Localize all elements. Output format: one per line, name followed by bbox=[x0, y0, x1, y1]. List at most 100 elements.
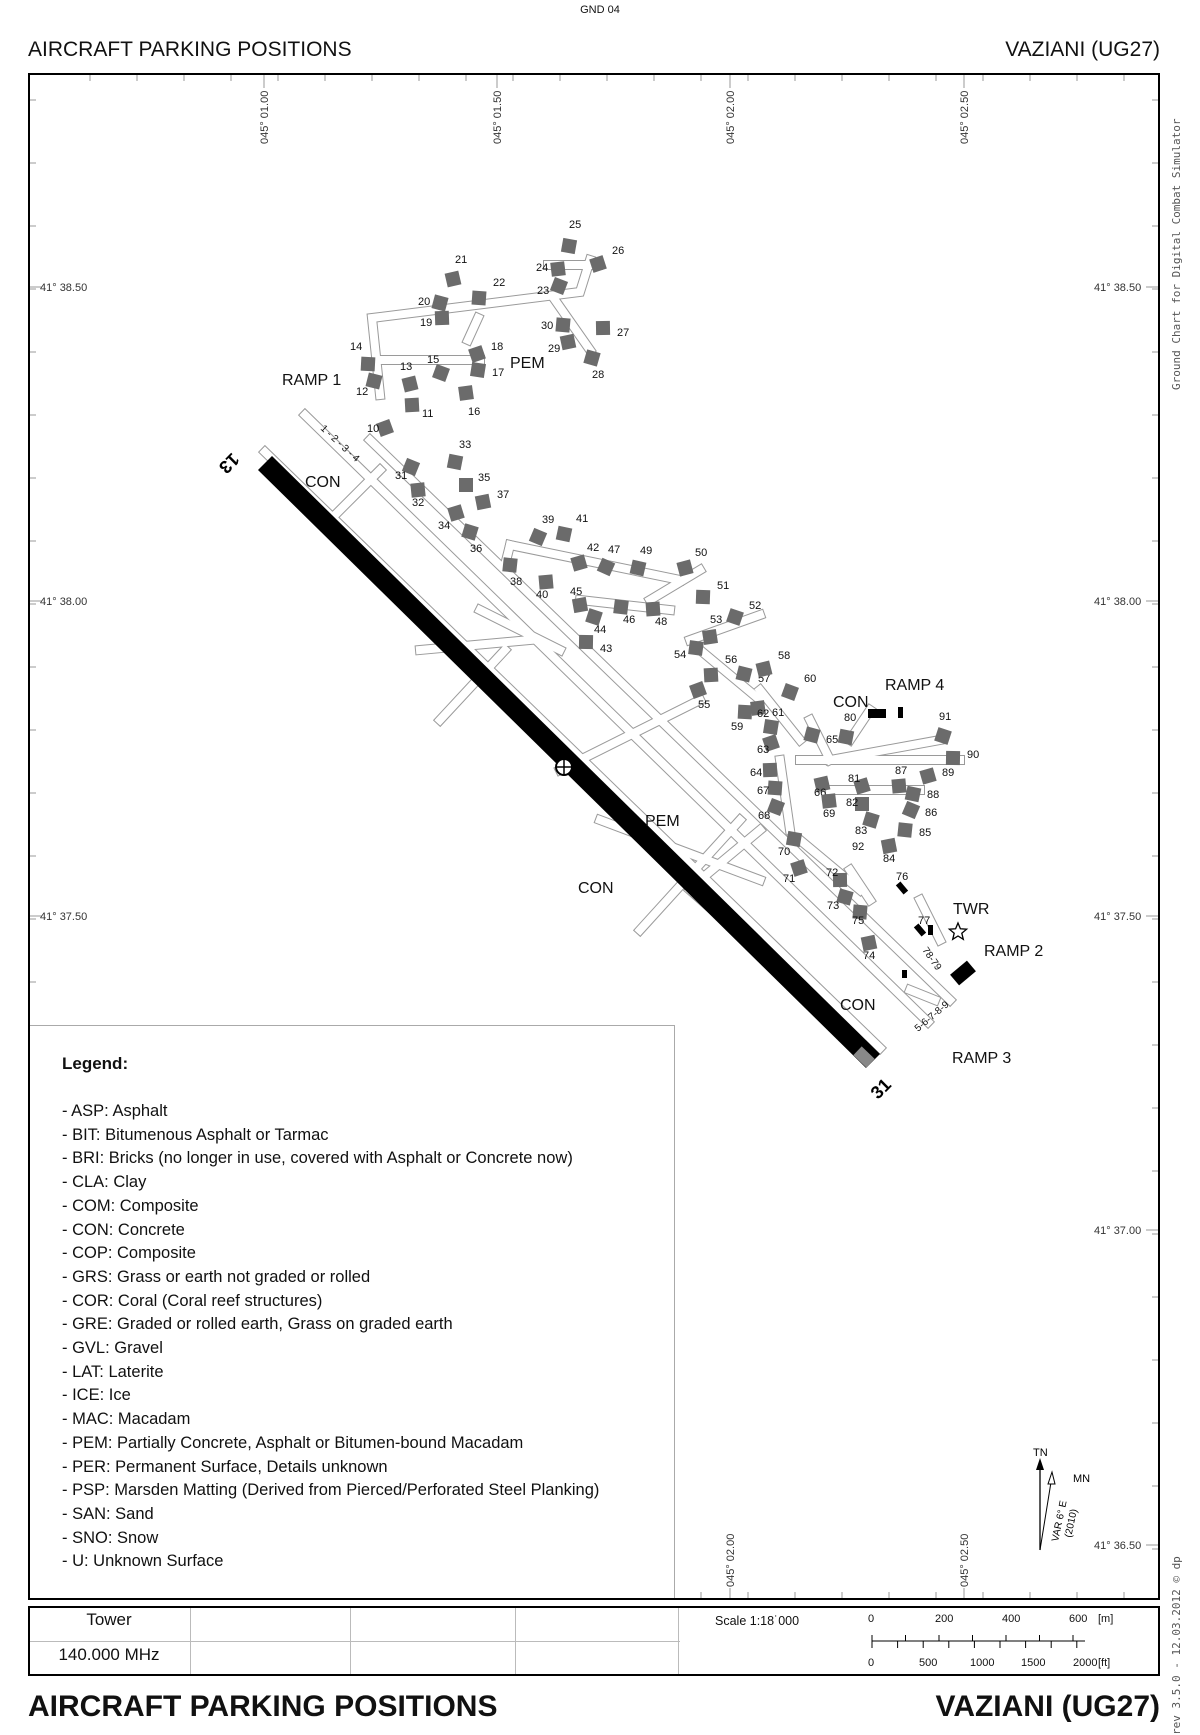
parking-spot-19-icon bbox=[434, 310, 450, 326]
parking-spot-75-icon bbox=[852, 904, 868, 920]
parking-spot-89-icon bbox=[919, 767, 937, 785]
parking-spot-56-icon bbox=[703, 667, 719, 683]
parking-spot-57-icon bbox=[735, 665, 753, 683]
parking-spot-76-marker bbox=[895, 881, 909, 895]
parking-spot-label: 10 bbox=[367, 423, 379, 435]
longitude-label: 045° 02.00 bbox=[725, 91, 737, 144]
latitude-label: 41° 38.50 bbox=[40, 282, 87, 294]
runway: 13 31 bbox=[215, 449, 895, 1103]
parking-spot-label: 20 bbox=[418, 296, 430, 308]
scale-ft-label: 2000 bbox=[1073, 1657, 1097, 1669]
parking-spot-label: 61 bbox=[772, 707, 784, 719]
parking-spot-83-icon bbox=[862, 811, 880, 829]
parking-spot-39-icon bbox=[528, 527, 548, 547]
scale-m-label: 400 bbox=[1002, 1613, 1020, 1625]
parking-spot-13-icon bbox=[401, 375, 419, 393]
parking-spot-71-icon bbox=[790, 859, 808, 877]
scale-ft-label: 500 bbox=[919, 1657, 937, 1669]
parking-spot-label: 86 bbox=[925, 807, 937, 819]
ramp4-building bbox=[868, 709, 886, 718]
scale-ratio: Scale 1:18˙000 bbox=[715, 1614, 800, 1628]
parking-spot-label: 87 bbox=[895, 765, 907, 777]
longitude-label: 045° 01.00 bbox=[259, 91, 271, 144]
parking-spot-label: 75 bbox=[852, 915, 864, 927]
tower-star-icon bbox=[947, 921, 969, 941]
legend-item: - PSP: Marsden Matting (Derived from Pie… bbox=[62, 1481, 600, 1500]
scale-ft-label: 1500 bbox=[1021, 1657, 1045, 1669]
parking-spot-label: 24 bbox=[536, 262, 548, 274]
parking-spot-44-icon bbox=[585, 608, 603, 626]
parking-spot-label: 21 bbox=[455, 254, 467, 266]
parking-spot-label: 64 bbox=[750, 767, 762, 779]
parking-spot-label: 37 bbox=[497, 489, 509, 501]
footer-title: AIRCRAFT PARKING POSITIONS bbox=[28, 1690, 498, 1723]
legend-panel bbox=[30, 1025, 675, 1598]
taxiway bbox=[794, 834, 866, 896]
surface-label-con: CON bbox=[305, 474, 341, 491]
legend-item: - CLA: Clay bbox=[62, 1173, 147, 1192]
parking-spot-label: 80 bbox=[844, 712, 856, 724]
taxiway bbox=[775, 755, 795, 835]
parking-spot-43-icon bbox=[578, 634, 594, 650]
parking-spot-label: 52 bbox=[749, 600, 761, 612]
parking-spot-11-icon bbox=[404, 397, 420, 413]
footer-airport: VAZIANI (UG27) bbox=[935, 1690, 1160, 1723]
parking-spot-31-icon bbox=[401, 457, 421, 477]
taxiway bbox=[554, 694, 706, 776]
parking-spot-17-icon bbox=[469, 361, 487, 379]
legend-item: - CON: Concrete bbox=[62, 1220, 185, 1239]
parking-spot-label: 38 bbox=[510, 576, 522, 588]
parking-spot-80-icon bbox=[837, 728, 855, 746]
parking-spot-35-icon bbox=[459, 478, 473, 492]
parking-spot-21-icon bbox=[444, 270, 462, 288]
taxiway bbox=[754, 684, 806, 746]
parking-spot-label: 18 bbox=[491, 341, 503, 353]
legend-item: - BRI: Bricks (no longer in use, covered… bbox=[62, 1149, 573, 1168]
parking-spot-88-icon bbox=[904, 785, 922, 803]
parking-spot-label: 31 bbox=[395, 470, 407, 482]
runway-end-13: 13 bbox=[215, 449, 243, 477]
parking-spot-label: 12 bbox=[356, 386, 368, 398]
parking-spot-label: 82 bbox=[846, 797, 858, 809]
parking-spot-label: 70 bbox=[778, 846, 790, 858]
airport-name: VAZIANI (UG27) bbox=[1005, 38, 1160, 61]
parking-spot-label: 44 bbox=[594, 624, 606, 636]
parking-spot-label: 51 bbox=[717, 580, 729, 592]
parking-spot-34-icon bbox=[447, 504, 465, 522]
label-twr: TWR bbox=[953, 901, 989, 918]
legend-item: - GRS: Grass or earth not graded or roll… bbox=[62, 1267, 371, 1286]
taxiway bbox=[904, 984, 941, 1006]
magnetic-north-line bbox=[1039, 1475, 1053, 1551]
taxiway bbox=[462, 312, 484, 346]
parking-spot-label: 67 bbox=[757, 785, 769, 797]
longitude-label: 045° 01.50 bbox=[492, 91, 504, 144]
parking-spot-label: 73 bbox=[827, 900, 839, 912]
surface-label-con: CON bbox=[833, 694, 869, 711]
taxiway bbox=[324, 464, 386, 526]
parking-spot-label: 65 bbox=[826, 734, 838, 746]
legend-item: - SNO: Snow bbox=[62, 1528, 159, 1547]
parking-spot-90-icon bbox=[945, 750, 961, 766]
credit-bottom: rev 3.5.0 - 12.03.2012 © dp bbox=[1170, 1556, 1183, 1735]
legend-title: Legend: bbox=[62, 1054, 129, 1073]
legend-item: - PEM: Partially Concrete, Asphalt or Bi… bbox=[62, 1433, 524, 1452]
latitude-label: 41° 37.50 bbox=[40, 911, 87, 923]
parking-spot-label: 91 bbox=[939, 711, 951, 723]
legend-item: - COP: Composite bbox=[62, 1244, 196, 1263]
surface-label-con: CON bbox=[840, 997, 876, 1014]
parking-spot-48-icon bbox=[645, 601, 661, 617]
label-ramp1: RAMP 1 bbox=[282, 372, 341, 389]
parking-spot-label: 34 bbox=[438, 520, 450, 532]
parking-spot-12-icon bbox=[365, 372, 383, 390]
magnetic-north-arrow-icon bbox=[1047, 1470, 1056, 1485]
taxiway bbox=[505, 540, 685, 585]
side-credit: Ground Chart for Digital Combat Simulato… bbox=[1166, 75, 1192, 1735]
parking-spot-29-icon bbox=[559, 333, 577, 351]
scale-m-label: 600 bbox=[1069, 1613, 1087, 1625]
parking-spot-59-icon bbox=[737, 704, 753, 720]
parking-spot-38-icon bbox=[502, 557, 518, 573]
parking-spot-54-icon bbox=[688, 640, 704, 656]
parking-spot-69-icon bbox=[821, 793, 837, 809]
parking-spot-label: 16 bbox=[468, 406, 480, 418]
